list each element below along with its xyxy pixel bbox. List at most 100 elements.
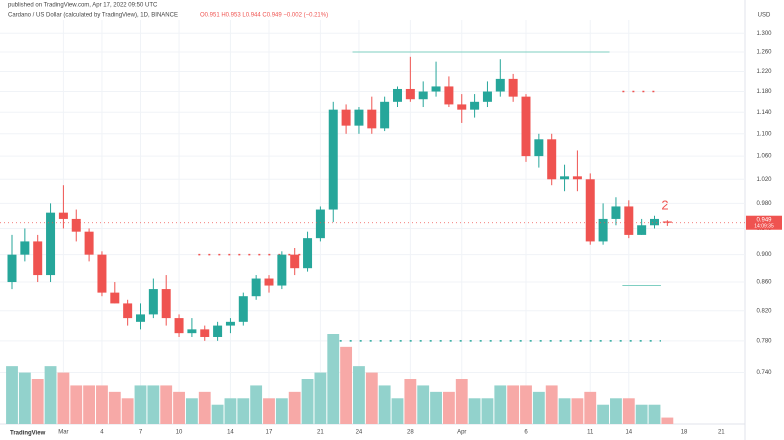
candle-body (637, 225, 647, 235)
chart-title: Cardano / US Dollar (calculated by Tradi… (8, 13, 178, 19)
volume-bar (481, 398, 494, 424)
volume-bar (455, 379, 468, 424)
ohlc-header: O0.951 H0.953 L0.944 C0.949 −0.002 (−0.2… (200, 13, 328, 19)
volume-bar (430, 391, 442, 424)
x-tick-label: 10 (176, 430, 183, 436)
candle-body (560, 176, 570, 180)
volume-bar (417, 385, 430, 424)
volume-bar (263, 398, 275, 424)
volume-bar (353, 366, 365, 424)
candle-body (624, 206, 634, 235)
volume-bar (108, 391, 121, 424)
candle-body (71, 218, 81, 232)
candle-body (650, 218, 659, 226)
volume-bar (224, 398, 237, 424)
volume-bar (545, 385, 558, 424)
candle-body (393, 88, 402, 102)
volume-bar (44, 366, 57, 424)
y-tick-label: 1.140 (756, 110, 772, 116)
y-tick-label: 1.060 (756, 154, 772, 160)
brand: TradingView (10, 431, 46, 437)
volume-bar (70, 385, 83, 424)
x-tick-label: 17 (266, 430, 273, 436)
candle-body (328, 109, 338, 210)
x-tick-label: 4 (100, 430, 104, 436)
candle-body (123, 303, 133, 319)
volume-bar (185, 398, 198, 424)
y-tick-label: 1.180 (756, 89, 772, 95)
candle-body (662, 221, 672, 223)
volume-bar (134, 385, 147, 424)
candle-body (444, 86, 454, 105)
volume-bar (18, 372, 31, 424)
candle-body (264, 278, 274, 286)
candle-body (418, 91, 428, 100)
volume-bar (327, 334, 340, 424)
x-tick-label: 14 (227, 430, 234, 436)
volume-bar (365, 372, 378, 424)
last-price-tag (746, 215, 782, 230)
volume-bar (314, 372, 327, 424)
volume-bar (391, 398, 404, 424)
volume-bar (83, 385, 96, 424)
volume-bar (442, 391, 455, 424)
y-tick-label: 1.260 (756, 50, 772, 56)
candle-body (58, 212, 68, 219)
volume-bar (237, 398, 250, 424)
volume-bar (96, 385, 108, 424)
candle-body (354, 109, 364, 126)
volume-bar (6, 366, 18, 424)
y-tick-label: 1.300 (756, 31, 772, 37)
currency: USD (758, 13, 771, 19)
volume-bar (507, 385, 520, 424)
volume-bar (597, 404, 610, 424)
candle-body (213, 325, 223, 337)
volume-bar (147, 385, 160, 424)
volume-bar (494, 385, 507, 424)
x-tick-label: 7 (139, 430, 143, 436)
candle-body (174, 318, 184, 334)
y-tick-label: 0.860 (756, 280, 772, 286)
candle-body (431, 86, 441, 92)
candle-body (33, 241, 43, 276)
candle-body (534, 139, 544, 157)
candle-body (46, 212, 56, 276)
candle-body (7, 254, 17, 283)
candle-body (303, 238, 313, 269)
volume-bar (340, 346, 353, 424)
volume-bar (198, 391, 211, 424)
candle-body (161, 289, 171, 319)
candle-body (470, 101, 480, 110)
candle-body (611, 206, 621, 219)
candle-body (457, 104, 467, 110)
y-tick-label: 0.740 (756, 370, 772, 376)
volume-bar (558, 398, 571, 424)
x-tick-label: 11 (587, 430, 594, 436)
candle-body (97, 254, 107, 293)
candle-body (585, 179, 595, 242)
candle-body (110, 292, 120, 304)
y-tick-label: 0.780 (756, 338, 772, 344)
candle-body (380, 101, 390, 129)
candle-body (20, 241, 30, 255)
volume-bar (301, 379, 314, 424)
source-note: published on TradingView.com, Apr 17, 20… (8, 3, 158, 9)
volume-bar (532, 391, 545, 424)
candle-body (572, 176, 582, 180)
countdown: 14:09:35 (754, 224, 774, 230)
volume-bar (275, 398, 288, 424)
volume-bar (584, 391, 597, 424)
volume-bar (31, 379, 44, 424)
volume-bar (610, 398, 622, 424)
x-tick-label: 24 (356, 430, 363, 436)
candle-body (547, 139, 557, 180)
volume-bar (520, 385, 532, 424)
x-tick-label: 21 (317, 430, 324, 436)
candle-body (521, 96, 531, 157)
candle-body (315, 209, 325, 239)
annotation: 2 (661, 197, 668, 212)
volume-bar (121, 398, 134, 424)
x-tick-label: 6 (524, 430, 528, 436)
candle-body (225, 321, 235, 326)
